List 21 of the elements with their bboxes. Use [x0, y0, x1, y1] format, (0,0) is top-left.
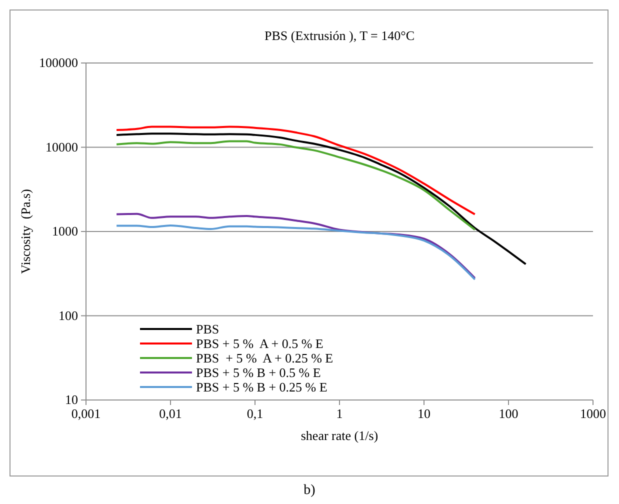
y-tick-label: 10000 [46, 139, 78, 154]
y-tick-label: 1000 [52, 224, 78, 238]
legend-label: PBS + 5 % B + 0.25 % E [196, 380, 328, 394]
legend-label: PBS + 5 % A + 0.5 % E [196, 336, 324, 351]
x-tick-label: 1000 [580, 406, 606, 421]
x-tick-label: 10 [418, 406, 430, 421]
x-axis-title: shear rate (1/s) [300, 428, 378, 443]
x-tick-label: 100 [498, 406, 518, 421]
x-tick-label: 0,01 [159, 406, 182, 421]
y-axis-title: Viscosity (Pa.s) [18, 189, 33, 274]
text: b) [304, 483, 316, 498]
chart-title: PBS (Extrusión ), T = 140°C [264, 28, 415, 43]
x-tick-label: 1 [336, 406, 343, 421]
y-tick-label: 10 [65, 392, 78, 407]
y-tick-label: 100000 [39, 55, 78, 70]
legend-label: PBS + 5 % A + 0.25 % E [196, 350, 334, 366]
legend-label: PBS [196, 322, 220, 336]
legend-label: PBS + 5 % B + 0.5 % E [196, 365, 321, 380]
x-tick-label: 0,1 [246, 406, 264, 421]
x-tick-label: 0,001 [71, 406, 101, 421]
y-tick-label: 100 [58, 308, 78, 323]
